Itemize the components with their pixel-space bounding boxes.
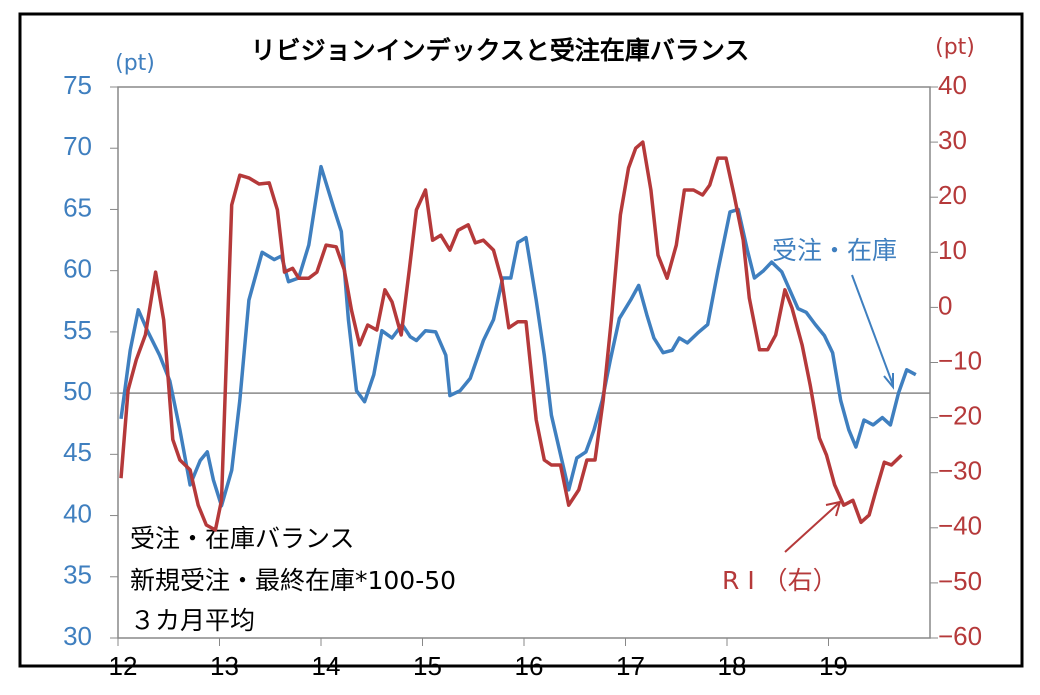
arrow-head — [825, 500, 842, 517]
y2-tick-label: −10 — [938, 345, 982, 375]
series-line — [119, 164, 917, 508]
x-tick-label: 13 — [210, 651, 239, 681]
y2-tick-label: −20 — [938, 400, 982, 430]
y2-tick-label: 0 — [938, 290, 952, 320]
y2-tick-label: 40 — [938, 70, 967, 100]
y-tick-label: 60 — [63, 254, 92, 284]
annotation: 受注・在庫バランス — [130, 524, 355, 553]
y2-tick-label: −30 — [938, 456, 982, 486]
y-tick-label: 40 — [63, 498, 92, 528]
y-tick-label: 75 — [63, 70, 92, 100]
x-tick-label: 12 — [109, 651, 138, 681]
y-tick-label: 65 — [63, 192, 92, 222]
x-tick-label: 14 — [312, 651, 341, 681]
y-tick-label: 70 — [63, 131, 92, 161]
x-tick-label: 17 — [616, 651, 645, 681]
series-label: R I （右） — [722, 566, 838, 595]
arrow — [784, 501, 841, 553]
x-tick-label: 16 — [515, 651, 544, 681]
series-label: 受注・在庫 — [772, 236, 897, 265]
y2-tick-label: 10 — [938, 235, 967, 265]
y2-tick-label: −60 — [938, 621, 982, 651]
y2-unit: (pt) — [935, 35, 975, 60]
plot-area — [117, 86, 931, 639]
y-tick-label: 50 — [63, 376, 92, 406]
y-tick-label: 45 — [63, 437, 92, 467]
annotation: 新規受注・最終在庫*100-50 — [130, 566, 456, 595]
y2-tick-label: −50 — [938, 566, 982, 596]
chart-title: リビジョンインデックスと受注在庫バランス — [251, 36, 750, 65]
arrow — [851, 274, 894, 386]
y-unit: (pt) — [115, 51, 155, 76]
annotation: ３カ月平均 — [130, 606, 255, 635]
x-tick-label: 19 — [819, 651, 848, 681]
y-tick-label: 55 — [63, 315, 92, 345]
y-tick-label: 30 — [63, 621, 92, 651]
y2-tick-label: −40 — [938, 511, 982, 541]
frame — [18, 12, 1024, 668]
series-line — [119, 140, 903, 532]
y2-tick-label: 20 — [938, 180, 967, 210]
x-tick-label: 15 — [413, 651, 442, 681]
y-tick-label: 35 — [63, 560, 92, 590]
y2-tick-label: 30 — [938, 125, 967, 155]
arrow-head — [883, 373, 894, 390]
x-tick-label: 18 — [718, 651, 747, 681]
